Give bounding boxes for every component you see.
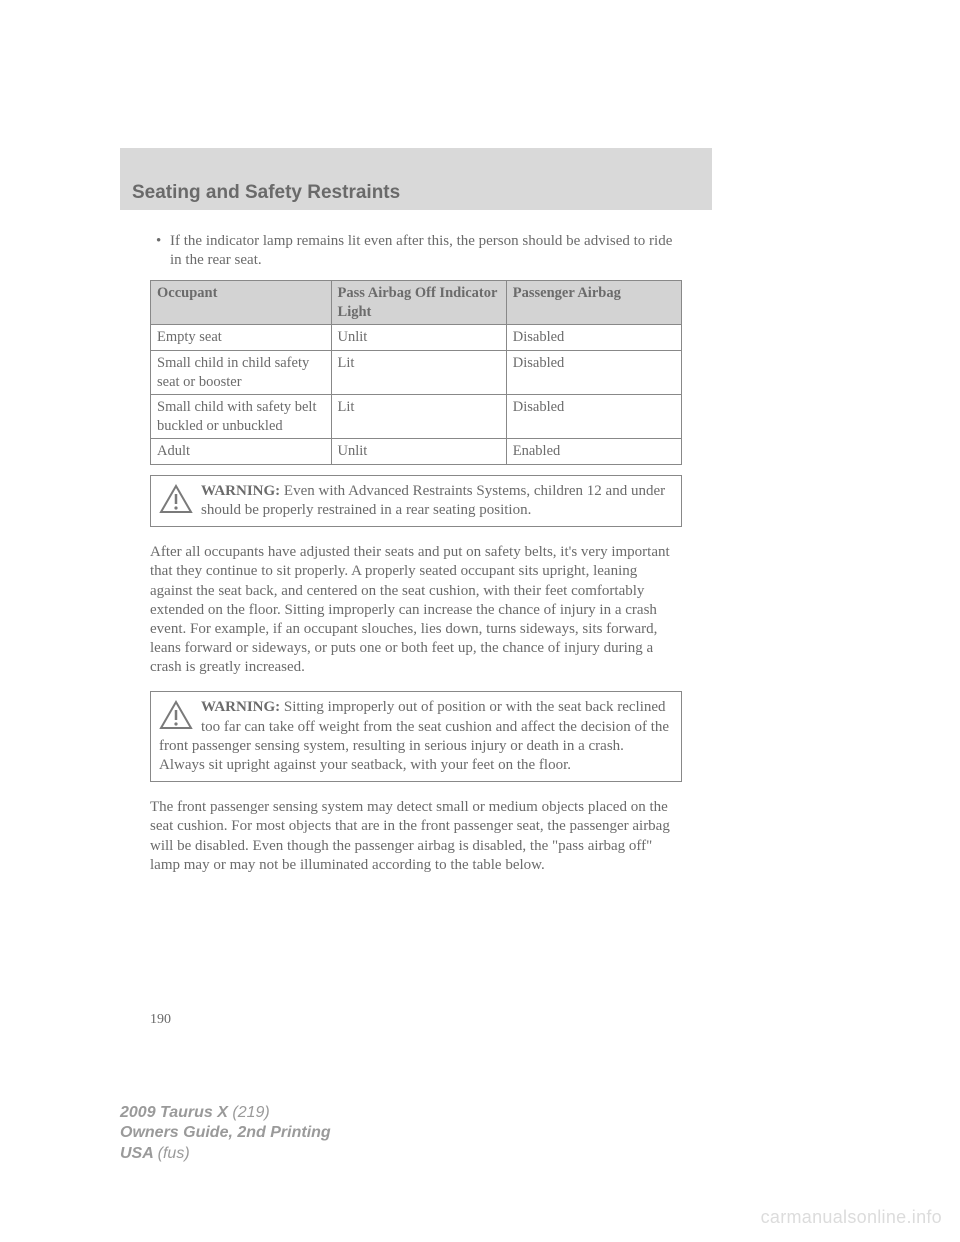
table-cell: Empty seat (151, 325, 332, 351)
table-header: Pass Airbag Off Indicator Light (331, 281, 506, 325)
table-header: Passenger Airbag (506, 281, 681, 325)
table-header-row: Occupant Pass Airbag Off Indicator Light… (151, 281, 682, 325)
warning-callout: WARNING: Even with Advanced Restraints S… (150, 475, 682, 527)
footer-block: 2009 Taurus X (219) Owners Guide, 2nd Pr… (120, 1103, 331, 1164)
table-cell: Unlit (331, 439, 506, 465)
manual-page: Seating and Safety Restraints • If the i… (120, 148, 712, 889)
footer-line: USA (fus) (120, 1144, 331, 1164)
footer-region: USA (120, 1145, 158, 1162)
footer-code: (219) (232, 1104, 269, 1121)
table-cell: Disabled (506, 325, 681, 351)
table-cell: Enabled (506, 439, 681, 465)
table-row: Empty seat Unlit Disabled (151, 325, 682, 351)
table-cell: Small child with safety belt buckled or … (151, 395, 332, 439)
warning-label: WARNING: (201, 483, 280, 499)
warning-icon (159, 484, 193, 514)
watermark: carmanualsonline.info (761, 1207, 942, 1228)
warning-text-line2: Always sit upright against your seatback… (159, 756, 673, 775)
airbag-table: Occupant Pass Airbag Off Indicator Light… (150, 280, 682, 464)
footer-line: Owners Guide, 2nd Printing (120, 1123, 331, 1143)
body-paragraph: After all occupants have adjusted their … (150, 543, 682, 677)
section-header: Seating and Safety Restraints (120, 148, 712, 210)
table-cell: Adult (151, 439, 332, 465)
warning-callout: WARNING: Sitting improperly out of posit… (150, 691, 682, 782)
page-number: 190 (150, 1012, 171, 1028)
footer-model: 2009 Taurus X (120, 1104, 232, 1121)
bullet-item: • If the indicator lamp remains lit even… (150, 232, 682, 280)
table-cell: Disabled (506, 395, 681, 439)
table-cell: Lit (331, 351, 506, 395)
body-paragraph: The front passenger sensing system may d… (150, 798, 682, 875)
bullet-marker: • (156, 232, 170, 270)
table-cell: Unlit (331, 325, 506, 351)
warning-label: WARNING: (201, 699, 280, 715)
table-row: Small child with safety belt buckled or … (151, 395, 682, 439)
bullet-text: If the indicator lamp remains lit even a… (170, 232, 682, 270)
footer-region-code: (fus) (158, 1145, 190, 1162)
table-header: Occupant (151, 281, 332, 325)
table-row: Adult Unlit Enabled (151, 439, 682, 465)
table-cell: Small child in child safety seat or boos… (151, 351, 332, 395)
table-cell: Lit (331, 395, 506, 439)
table-cell: Disabled (506, 351, 681, 395)
warning-icon (159, 700, 193, 730)
section-title: Seating and Safety Restraints (132, 182, 712, 204)
table-row: Small child in child safety seat or boos… (151, 351, 682, 395)
page-content: • If the indicator lamp remains lit even… (120, 210, 712, 875)
footer-line: 2009 Taurus X (219) (120, 1103, 331, 1123)
